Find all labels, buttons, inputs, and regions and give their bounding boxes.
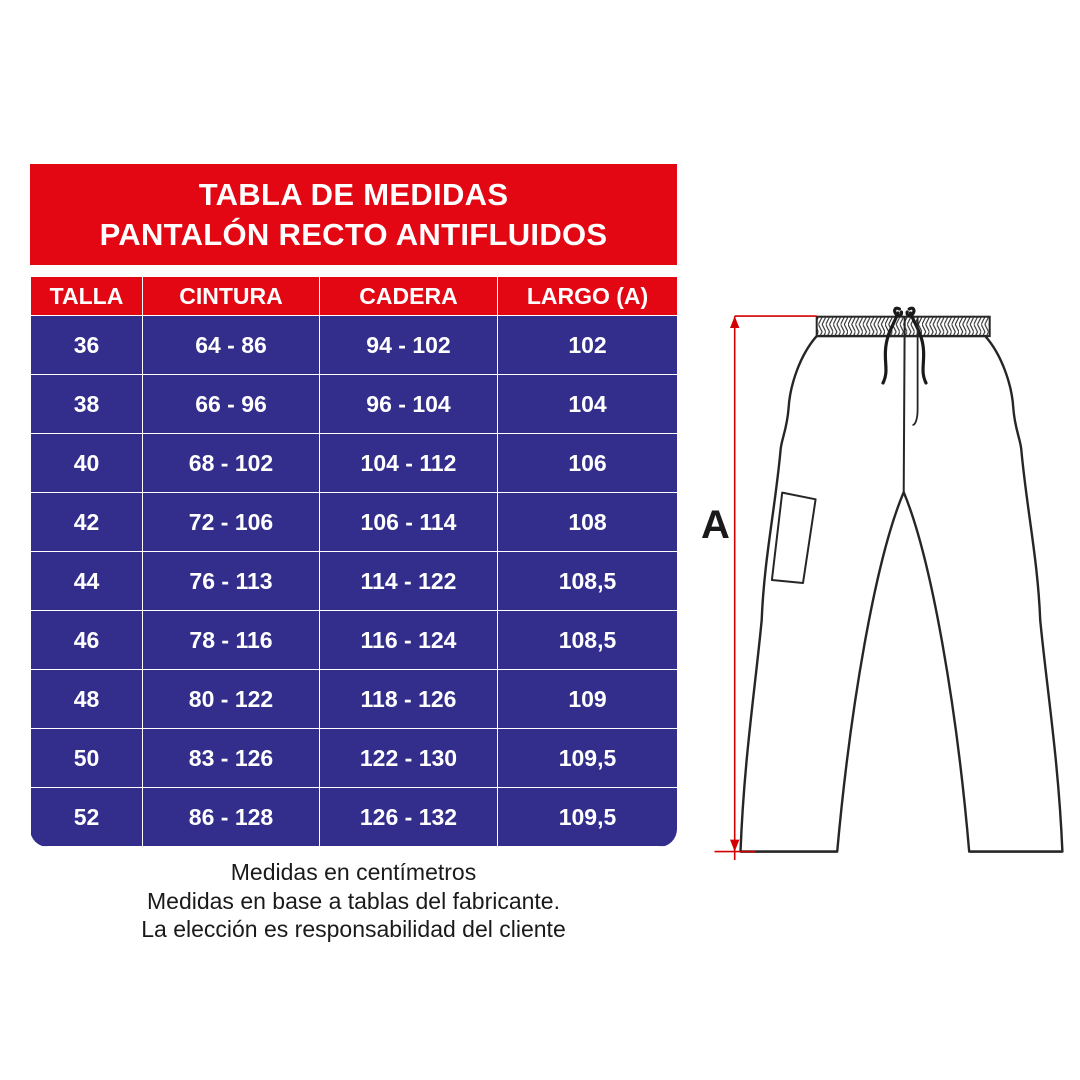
svg-text:A: A <box>701 503 730 547</box>
